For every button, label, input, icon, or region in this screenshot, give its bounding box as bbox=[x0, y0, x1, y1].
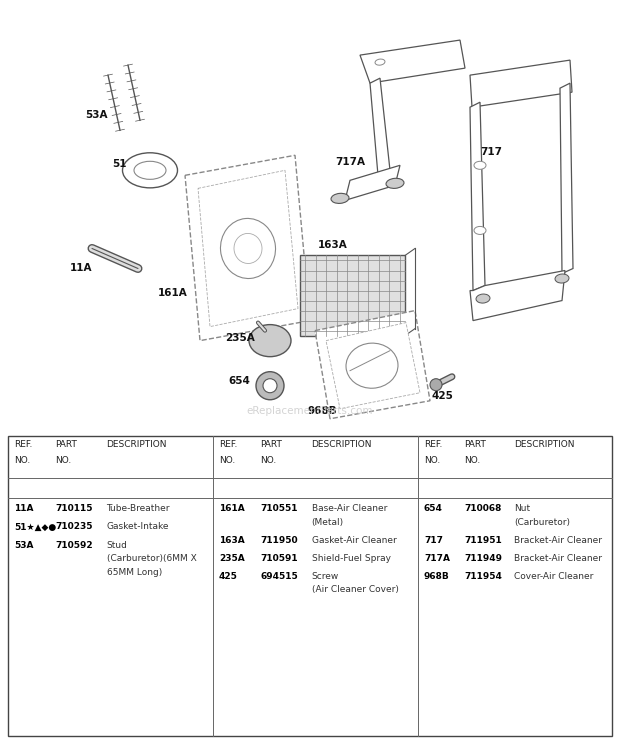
Ellipse shape bbox=[134, 161, 166, 179]
Text: NO.: NO. bbox=[424, 456, 440, 465]
Text: 163A: 163A bbox=[318, 240, 348, 251]
Text: 710068: 710068 bbox=[464, 504, 502, 513]
Text: 235A: 235A bbox=[219, 554, 245, 562]
Text: 710592: 710592 bbox=[55, 541, 93, 550]
Text: 163A: 163A bbox=[219, 536, 245, 545]
Text: Gasket-Intake: Gasket-Intake bbox=[107, 522, 169, 531]
Text: REF.: REF. bbox=[14, 440, 32, 449]
Text: Shield-Fuel Spray: Shield-Fuel Spray bbox=[312, 554, 391, 562]
Text: (Carburetor)(6MM X: (Carburetor)(6MM X bbox=[107, 554, 197, 563]
Text: Stud: Stud bbox=[107, 541, 128, 550]
Text: NO.: NO. bbox=[55, 456, 71, 465]
Text: NO.: NO. bbox=[464, 456, 480, 465]
Text: DESCRIPTION: DESCRIPTION bbox=[514, 440, 575, 449]
Ellipse shape bbox=[249, 324, 291, 356]
Polygon shape bbox=[470, 60, 572, 107]
Polygon shape bbox=[360, 40, 465, 83]
Text: REF.: REF. bbox=[424, 440, 443, 449]
Polygon shape bbox=[345, 165, 400, 200]
Text: 711954: 711954 bbox=[464, 572, 502, 581]
Text: 51: 51 bbox=[112, 159, 126, 170]
Text: 968B: 968B bbox=[308, 405, 338, 416]
Polygon shape bbox=[326, 323, 420, 408]
Text: 235A: 235A bbox=[225, 333, 255, 343]
Text: 65MM Long): 65MM Long) bbox=[107, 568, 162, 577]
Polygon shape bbox=[198, 170, 298, 327]
Ellipse shape bbox=[221, 219, 275, 278]
Text: 161A: 161A bbox=[219, 504, 245, 513]
Text: 710591: 710591 bbox=[260, 554, 298, 562]
Text: 711951: 711951 bbox=[464, 536, 502, 545]
Text: 717A: 717A bbox=[424, 554, 450, 562]
Ellipse shape bbox=[123, 153, 177, 187]
Text: Nut: Nut bbox=[514, 504, 530, 513]
Text: DESCRIPTION: DESCRIPTION bbox=[312, 440, 372, 449]
Text: Tube-Breather: Tube-Breather bbox=[107, 504, 170, 513]
Polygon shape bbox=[185, 155, 310, 341]
Text: 53A: 53A bbox=[85, 110, 107, 121]
Ellipse shape bbox=[555, 274, 569, 283]
Text: 711950: 711950 bbox=[260, 536, 298, 545]
Text: PART: PART bbox=[260, 440, 282, 449]
Ellipse shape bbox=[474, 161, 486, 170]
Ellipse shape bbox=[331, 193, 349, 203]
Text: 710235: 710235 bbox=[55, 522, 93, 531]
Ellipse shape bbox=[256, 372, 284, 400]
Text: REF.: REF. bbox=[219, 440, 237, 449]
Text: 710115: 710115 bbox=[55, 504, 93, 513]
Text: NO.: NO. bbox=[260, 456, 277, 465]
Text: 717: 717 bbox=[480, 147, 502, 157]
Text: NO.: NO. bbox=[14, 456, 30, 465]
Polygon shape bbox=[470, 271, 565, 321]
Text: 51★▲◆●: 51★▲◆● bbox=[14, 522, 56, 531]
Text: Gasket-Air Cleaner: Gasket-Air Cleaner bbox=[312, 536, 396, 545]
Text: DESCRIPTION: DESCRIPTION bbox=[107, 440, 167, 449]
Text: PART: PART bbox=[464, 440, 486, 449]
Text: 425: 425 bbox=[219, 572, 238, 581]
Ellipse shape bbox=[234, 234, 262, 263]
Polygon shape bbox=[560, 83, 573, 274]
Bar bbox=[300, 255, 405, 336]
Text: 11A: 11A bbox=[70, 263, 92, 272]
Text: PART: PART bbox=[55, 440, 78, 449]
Polygon shape bbox=[370, 78, 390, 176]
Text: 161A: 161A bbox=[158, 287, 188, 298]
Ellipse shape bbox=[346, 343, 398, 388]
Ellipse shape bbox=[476, 294, 490, 303]
Text: eReplacementParts.com: eReplacementParts.com bbox=[247, 405, 373, 416]
Ellipse shape bbox=[386, 179, 404, 188]
Text: 717: 717 bbox=[424, 536, 443, 545]
Text: 694515: 694515 bbox=[260, 572, 298, 581]
Ellipse shape bbox=[375, 59, 385, 65]
Text: 710551: 710551 bbox=[260, 504, 298, 513]
Ellipse shape bbox=[263, 379, 277, 393]
Text: 717A: 717A bbox=[335, 157, 365, 167]
Text: (Air Cleaner Cover): (Air Cleaner Cover) bbox=[312, 586, 399, 594]
Text: Screw: Screw bbox=[312, 572, 339, 581]
Text: 11A: 11A bbox=[14, 504, 33, 513]
Text: 968B: 968B bbox=[424, 572, 450, 581]
Polygon shape bbox=[315, 310, 430, 419]
Text: NO.: NO. bbox=[219, 456, 235, 465]
Text: (Carburetor): (Carburetor) bbox=[514, 518, 570, 527]
Text: 654: 654 bbox=[228, 376, 250, 385]
Text: Cover-Air Cleaner: Cover-Air Cleaner bbox=[514, 572, 593, 581]
Text: Base-Air Cleaner: Base-Air Cleaner bbox=[312, 504, 387, 513]
Text: 711949: 711949 bbox=[464, 554, 502, 562]
Text: Bracket-Air Cleaner: Bracket-Air Cleaner bbox=[514, 554, 602, 562]
Text: 425: 425 bbox=[432, 391, 454, 401]
Text: 654: 654 bbox=[424, 504, 443, 513]
Ellipse shape bbox=[430, 379, 442, 391]
Text: (Metal): (Metal) bbox=[312, 518, 343, 527]
Ellipse shape bbox=[474, 226, 486, 234]
Text: 53A: 53A bbox=[14, 541, 33, 550]
Polygon shape bbox=[470, 102, 485, 291]
Text: Bracket-Air Cleaner: Bracket-Air Cleaner bbox=[514, 536, 602, 545]
